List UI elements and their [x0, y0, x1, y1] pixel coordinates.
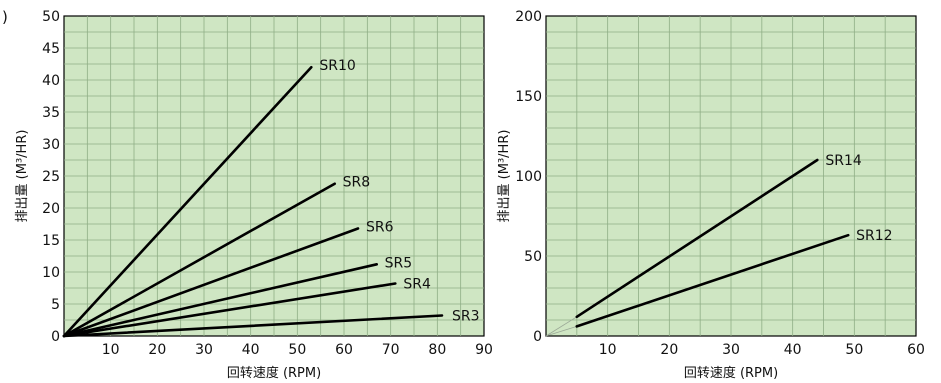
x-tick-label: 30 [195, 342, 213, 358]
x-tick-label: 80 [428, 342, 446, 358]
guide-line [545, 316, 578, 337]
y-tick-label: 150 [515, 89, 542, 105]
grid [546, 16, 916, 336]
x-tick-label: 20 [660, 342, 678, 358]
series-label-sr6: SR6 [366, 219, 394, 235]
origin-guide-lines [545, 316, 578, 337]
y-tick-label: 35 [42, 105, 60, 121]
series-line-sr6 [62, 227, 360, 338]
y-tick-labels: 0 5 10 15 20 25 30 35 40 45 50 [42, 9, 60, 345]
series-line-sr14 [575, 158, 819, 319]
x-tick-label: 10 [102, 342, 120, 358]
x-tick-labels: 10 20 30 40 50 60 [599, 342, 925, 358]
x-tick-label: 20 [148, 342, 166, 358]
x-tick-label: 30 [722, 342, 740, 358]
series-line-sr10 [62, 65, 313, 338]
y-tick-label: 50 [524, 249, 542, 265]
corner-label: ) [2, 8, 8, 26]
y-tick-labels: 0 50 100 150 200 [515, 9, 542, 345]
series-line-sr12 [575, 233, 850, 328]
series-line-sr8 [62, 182, 336, 338]
series-label-sr3: SR3 [452, 309, 480, 325]
series-line-sr3 [62, 314, 444, 338]
series-lines [575, 158, 850, 328]
series-label-sr10: SR10 [319, 58, 355, 74]
x-tick-label: 40 [242, 342, 260, 358]
y-tick-label: 5 [51, 297, 60, 313]
x-tick-label: 40 [784, 342, 802, 358]
series-line-sr5 [62, 263, 378, 338]
y-axis-label: 排出量 (M³/HR) [497, 130, 512, 223]
x-tick-labels: 10 20 30 40 50 60 70 80 90 [102, 342, 493, 358]
series-label-sr8: SR8 [343, 175, 371, 191]
series-label-sr14: SR14 [825, 153, 862, 169]
series-line-sr4 [62, 282, 397, 338]
x-tick-label: 60 [907, 342, 925, 358]
x-tick-label: 90 [475, 342, 493, 358]
y-tick-label: 50 [42, 9, 60, 25]
x-tick-label: 70 [382, 342, 400, 358]
y-tick-label: 25 [42, 169, 60, 185]
series-label-sr5: SR5 [385, 255, 413, 271]
y-axis-label: 排出量 (M³/HR) [15, 130, 30, 223]
x-tick-label: 50 [288, 342, 306, 358]
x-tick-label: 60 [335, 342, 353, 358]
y-tick-label: 45 [42, 41, 60, 57]
series-label-sr4: SR4 [403, 277, 431, 293]
x-tick-label: 10 [599, 342, 617, 358]
y-tick-label: 100 [515, 169, 542, 185]
x-axis-label: 回转速度 (RPM) [227, 365, 321, 381]
y-tick-label: 0 [533, 329, 542, 345]
y-tick-label: 20 [42, 201, 60, 217]
series-labels: SR10 SR8 SR6 SR5 SR4 SR3 [319, 58, 479, 324]
y-tick-label: 0 [51, 329, 60, 345]
x-tick-label: 50 [845, 342, 863, 358]
series-lines [62, 65, 444, 338]
series-labels: SR14 SR12 [825, 153, 892, 244]
y-tick-label: 10 [42, 265, 60, 281]
chart-right: 10 20 30 40 50 60 0 50 100 150 200 SR14 SR12 回转速度 … [497, 9, 925, 381]
y-tick-label: 30 [42, 137, 60, 153]
chart-left: 10 20 30 40 50 60 70 80 90 05101520253035404550 … [2, 8, 493, 381]
guide-line [545, 326, 577, 337]
series-label-sr12: SR12 [856, 228, 892, 244]
x-axis-label: 回转速度 (RPM) [684, 365, 778, 381]
y-tick-label: 15 [42, 233, 60, 249]
y-tick-label: 40 [42, 73, 60, 89]
y-tick-label: 200 [515, 9, 542, 25]
